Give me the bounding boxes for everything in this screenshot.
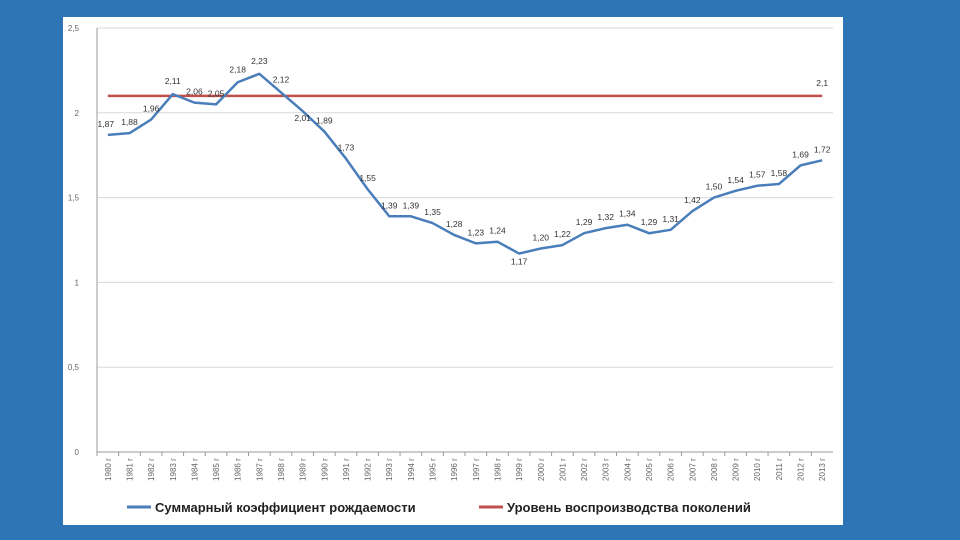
data-label: 1,29: [641, 217, 658, 227]
x-tick-label: 2011 г: [775, 458, 784, 480]
x-tick-label: 2010 г: [753, 458, 762, 481]
data-label: 1,23: [468, 227, 485, 237]
data-labels: 1,87 1,88 1,96 2,11 2,06 2,05 2,18 2,23 2,12 2,01…: [98, 56, 831, 267]
x-tick-label: 1993 г: [385, 458, 394, 481]
data-label: 2,11: [165, 76, 181, 86]
x-tick-label: 2006 г: [667, 458, 676, 481]
data-label: 1,39: [381, 200, 398, 210]
x-tick-label: 1981 г: [125, 458, 134, 481]
data-label: 1,20: [532, 232, 549, 242]
x-tick-label: 1995 г: [429, 458, 438, 481]
x-tick-label: 1990 г: [320, 458, 329, 481]
x-tick-label: 2001 г: [558, 458, 567, 481]
y-axis-ticks: 0 0,5 1 1,5 2 2,5: [68, 24, 80, 457]
x-tick-label: 2003 г: [602, 458, 611, 481]
data-label: 1,87: [98, 119, 115, 129]
data-label: 2,23: [251, 56, 268, 66]
x-tick-label: 1987 г: [255, 458, 264, 481]
data-label: 1,31: [662, 214, 679, 224]
x-tick-label: 2009 г: [732, 458, 741, 481]
legend-label-fertility: Суммарный коэффициент рождаемости: [155, 500, 416, 515]
x-tick-label: 1988 г: [277, 458, 286, 481]
x-tick-label: 1991 г: [342, 458, 351, 481]
x-tick-label: 1983 г: [169, 458, 178, 481]
x-tick-label: 2000 г: [537, 458, 546, 481]
data-label: 2,18: [229, 64, 246, 74]
y-tick-label: 0: [75, 448, 80, 457]
data-label: 1,17: [511, 257, 528, 267]
x-tick-label: 2004 г: [623, 458, 632, 481]
x-tick-label: 1997 г: [472, 458, 481, 481]
data-label: 2,05: [208, 88, 225, 98]
legend-label-replacement: Уровень воспроизводства поколений: [507, 500, 751, 515]
x-axis-ticks: 1980 г 1981 г 1982 г 1983 г 1984 г 1985 г 1986…: [96, 452, 827, 481]
legend: Суммарный коэффициент рождаемости Уровен…: [127, 500, 751, 515]
y-tick-label: 1,5: [68, 194, 80, 203]
data-label: 1,50: [706, 182, 723, 192]
data-label: 1,32: [597, 212, 614, 222]
x-tick-label: 1984 г: [190, 458, 199, 481]
x-tick-label: 1996 г: [450, 458, 459, 481]
x-tick-label: 1986 г: [234, 458, 243, 481]
x-tick-label: 2007 г: [688, 458, 697, 481]
x-tick-label: 1999 г: [515, 458, 524, 481]
x-tick-label: 1989 г: [299, 458, 308, 481]
data-label-replacement: 2,1: [816, 78, 828, 88]
x-tick-label: 1998 г: [493, 458, 502, 481]
fertility-line-chart: 00,511,522,5 1980 г 1981 г 1982 г 1983 г 198…: [68, 24, 833, 515]
data-label: 1,28: [446, 219, 463, 229]
x-tick-label: 1994 г: [407, 458, 416, 481]
data-label: 1,39: [403, 200, 420, 210]
data-label: 1,58: [771, 168, 788, 178]
y-tick-label: 0,5: [68, 363, 80, 372]
data-label: 1,34: [619, 209, 636, 219]
series-line-fertility: [107, 72, 823, 255]
x-tick-label: 1980 г: [104, 458, 113, 481]
data-label: 1,96: [143, 104, 160, 114]
data-label: 1,57: [749, 170, 766, 180]
data-label: 1,29: [576, 217, 593, 227]
data-label: 2,06: [186, 87, 203, 97]
x-tick-label: 1982 г: [147, 458, 156, 481]
data-label: 1,22: [554, 229, 571, 239]
x-tick-label: 2005 г: [645, 458, 654, 481]
chart-panel: 0 0,5 1 1,5 2 2,5 1980 г 1981 г 1982 г 1983 г 198…: [63, 17, 843, 525]
x-tick-label: 2012 г: [797, 458, 806, 481]
data-label: 1,54: [727, 175, 744, 185]
data-label: 1,73: [338, 143, 355, 153]
data-label: 1,69: [792, 149, 809, 159]
x-tick-label: 2008 г: [710, 458, 719, 481]
x-tick-label: 2002 г: [580, 458, 589, 481]
data-label: 1,88: [121, 117, 138, 127]
data-label: 1,72: [814, 144, 831, 154]
y-tick-label: 1: [75, 278, 80, 287]
y-tick-label: 2,5: [68, 24, 80, 33]
data-label: 1,89: [316, 115, 333, 125]
x-tick-label: 2013 г: [818, 458, 827, 481]
series-lines: [107, 72, 823, 255]
data-label: 1,42: [684, 195, 701, 205]
data-label: 2,01: [294, 113, 311, 123]
grid-lines: [96, 27, 833, 453]
data-label: 1,55: [359, 173, 376, 183]
data-label: 1,24: [489, 226, 506, 236]
x-tick-label: 1985 г: [212, 458, 221, 481]
y-tick-label: 2: [75, 109, 80, 118]
data-label: 1,35: [424, 207, 441, 217]
x-tick-label: 1992 г: [364, 458, 373, 481]
data-label: 2,12: [273, 74, 290, 84]
